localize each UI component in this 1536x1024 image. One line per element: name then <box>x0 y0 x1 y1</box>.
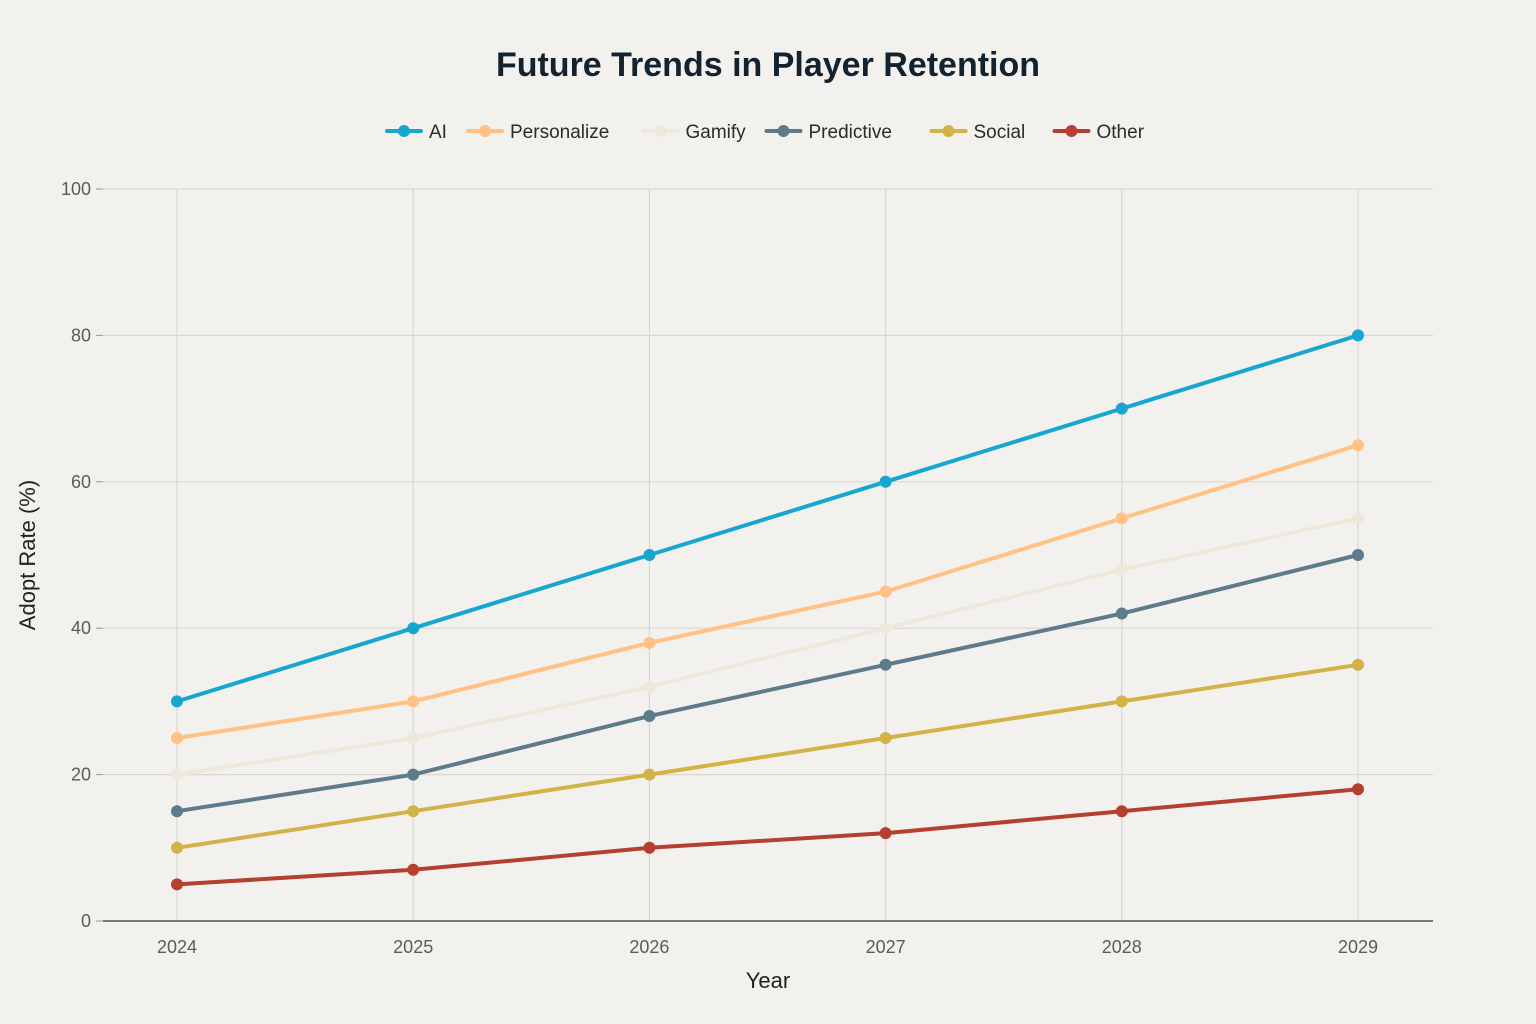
series-line-predictive <box>175 553 1360 814</box>
data-point-ai[interactable] <box>1352 329 1364 342</box>
data-point-ai[interactable] <box>643 549 656 561</box>
legend-item-gamify[interactable]: Gamify <box>641 122 747 143</box>
legend-label: Social <box>974 122 1026 143</box>
legend-item-social[interactable]: Social <box>929 122 1026 143</box>
data-point-personalize[interactable] <box>879 585 892 598</box>
data-point-personalize[interactable] <box>407 695 420 708</box>
data-point-other[interactable] <box>171 878 183 891</box>
data-point-gamify[interactable] <box>407 732 420 744</box>
legend-item-other[interactable]: Other <box>1052 122 1145 143</box>
data-point-predictive[interactable] <box>643 710 656 723</box>
data-point-personalize[interactable] <box>643 636 656 649</box>
series-other <box>171 783 1364 891</box>
legend-swatch-marker <box>654 125 667 137</box>
legend-item-ai[interactable]: AI <box>385 122 447 143</box>
data-point-personalize[interactable] <box>171 732 183 744</box>
series-ai <box>171 329 1364 708</box>
legend-swatch-marker <box>398 125 410 137</box>
legend-item-predictive[interactable]: Predictive <box>764 122 892 143</box>
data-point-personalize[interactable] <box>1115 512 1128 525</box>
data-point-social[interactable] <box>407 805 420 818</box>
series-predictive <box>171 549 1364 818</box>
x-axis-label: Year <box>746 968 790 993</box>
y-axis-label: Adopt Rate (%) <box>15 480 40 630</box>
legend-label: Other <box>1097 122 1145 143</box>
data-point-gamify[interactable] <box>171 768 183 781</box>
data-point-ai[interactable] <box>171 695 183 708</box>
x-tick-label: 2024 <box>157 937 197 957</box>
grid-lines <box>103 188 1433 921</box>
data-point-predictive[interactable] <box>407 768 420 781</box>
y-tick-labels: 0 20 40 60 80 100 <box>61 179 103 931</box>
data-point-other[interactable] <box>407 863 420 876</box>
data-point-personalize[interactable] <box>1352 439 1364 452</box>
data-point-predictive[interactable] <box>171 805 183 818</box>
y-tick-label: 40 <box>71 618 91 638</box>
data-point-gamify[interactable] <box>643 680 656 693</box>
x-tick-label: 2026 <box>629 937 669 957</box>
data-point-social[interactable] <box>1352 658 1364 671</box>
data-point-predictive[interactable] <box>1115 607 1128 620</box>
legend-swatch-marker <box>942 125 955 137</box>
x-tick-label: 2025 <box>393 937 433 957</box>
series-line-other <box>175 787 1360 887</box>
x-tick-label: 2029 <box>1338 937 1378 957</box>
data-point-predictive[interactable] <box>879 658 892 671</box>
data-point-social[interactable] <box>643 768 656 781</box>
series-social <box>171 658 1364 854</box>
legend-item-personalize[interactable]: Personalize <box>466 122 609 143</box>
legend-swatch-marker <box>777 125 790 137</box>
chart-title: Future Trends in Player Retention <box>496 46 1040 84</box>
y-tick-label: 80 <box>71 325 91 345</box>
series-personalize <box>171 439 1364 744</box>
series-line-ai <box>175 333 1360 704</box>
data-point-other[interactable] <box>1115 805 1128 818</box>
series-gamify <box>171 512 1364 781</box>
data-point-gamify[interactable] <box>1115 563 1128 576</box>
x-tick-label: 2027 <box>866 937 906 957</box>
legend-label: Personalize <box>510 122 609 143</box>
legend: AI Personalize Gamify Predictive Social Other <box>385 122 1145 143</box>
legend-label: Predictive <box>809 122 892 143</box>
x-tick-label: 2028 <box>1102 937 1142 957</box>
series-line-social <box>175 662 1360 850</box>
y-tick-label: 0 <box>81 911 91 931</box>
data-point-other[interactable] <box>1352 783 1364 796</box>
data-point-social[interactable] <box>879 732 892 744</box>
legend-label: AI <box>429 122 447 143</box>
data-point-ai[interactable] <box>407 622 420 635</box>
data-point-ai[interactable] <box>1115 402 1128 415</box>
series-layer <box>171 329 1364 891</box>
data-point-ai[interactable] <box>879 475 892 488</box>
data-point-social[interactable] <box>171 841 183 854</box>
data-point-gamify[interactable] <box>1352 512 1364 525</box>
data-point-predictive[interactable] <box>1352 549 1364 561</box>
y-tick-label: 60 <box>71 472 91 492</box>
data-point-gamify[interactable] <box>879 622 892 635</box>
legend-label: Gamify <box>686 122 747 143</box>
legend-swatch-marker <box>479 125 491 137</box>
y-tick-label: 20 <box>71 765 91 785</box>
legend-swatch-marker <box>1065 125 1078 137</box>
series-line-personalize <box>175 443 1360 740</box>
y-tick-label: 100 <box>61 179 91 199</box>
series-line-gamify <box>175 516 1360 777</box>
x-tick-labels: 2024 2025 2026 2027 2028 2029 <box>157 937 1378 957</box>
data-point-social[interactable] <box>1115 695 1128 708</box>
data-point-other[interactable] <box>643 841 656 854</box>
data-point-other[interactable] <box>879 827 892 840</box>
